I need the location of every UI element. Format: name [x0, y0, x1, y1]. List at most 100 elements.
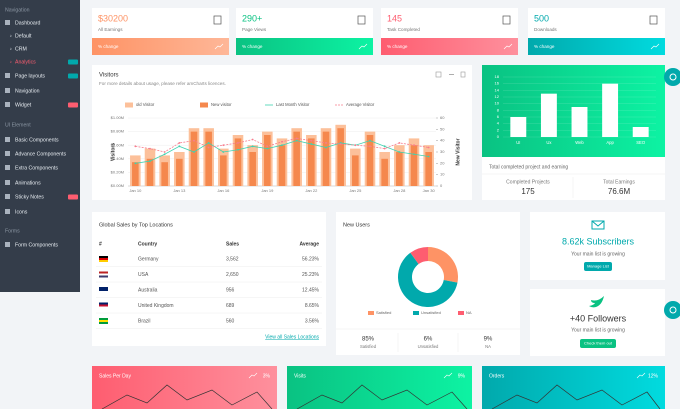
bottom-card [287, 366, 472, 409]
y-tick-label: $0.60M [111, 142, 124, 147]
stat-card-footer [92, 38, 229, 55]
icon [5, 102, 10, 107]
legend-label: old Visitor [136, 102, 155, 107]
settings-button[interactable] [664, 301, 680, 319]
stat-value: 76.6M [608, 187, 631, 196]
td: 3,562 [226, 256, 239, 262]
stat-label: Unsatisfied [418, 344, 439, 349]
line-point [325, 142, 327, 144]
bar [161, 162, 168, 186]
subscribers-text: Your main list is growing [571, 251, 625, 257]
menu-item[interactable]: Extra Components [15, 165, 58, 171]
y-tick-label: $1.00M [111, 115, 124, 120]
menu-item[interactable]: Dashboard [15, 20, 40, 26]
x-tick-label: Ux [546, 140, 552, 145]
bar [264, 135, 271, 186]
stat-label: NA [485, 344, 491, 349]
stat-value: 145 [387, 13, 402, 23]
stat-label: All Earnings [98, 27, 123, 32]
legend-label: New visitor [211, 102, 232, 107]
menu-header: UI Element [5, 122, 31, 128]
bar [322, 131, 330, 186]
bar [510, 117, 527, 137]
y2-tick-label: 30 [440, 149, 445, 154]
stat-label: Completed Projects [506, 179, 550, 185]
y2-tick-label: 40 [440, 138, 445, 143]
menu-item[interactable]: Animations [15, 180, 41, 186]
card-title: Visitors [99, 73, 119, 79]
bar [308, 138, 315, 186]
bar [381, 158, 388, 186]
icon [5, 20, 10, 25]
th: # [99, 241, 102, 247]
bar [396, 152, 403, 186]
trend-icon [248, 372, 258, 379]
badge [68, 194, 78, 200]
menu-item[interactable]: Icons [15, 209, 28, 215]
flag [99, 322, 108, 324]
x-tick-label: Jan 16 [217, 188, 230, 193]
legend-swatch [458, 311, 464, 315]
caption: Total completed project and earning [489, 164, 568, 170]
trend-icon [214, 43, 224, 50]
y-tick-label: $0.40M [111, 156, 124, 161]
icon [5, 242, 10, 247]
settings-button[interactable] [664, 68, 680, 86]
line-point [427, 146, 430, 149]
line-point [325, 146, 327, 149]
card-title: Sales Per Day [99, 373, 131, 379]
menu-item[interactable]: Navigation [15, 88, 40, 94]
settings-icon [669, 73, 677, 81]
bar [410, 145, 418, 186]
button[interactable] [580, 339, 616, 348]
x-tick-label: Jan 28 [393, 188, 406, 193]
subscribers-title: 8.62k Subscribers [562, 236, 635, 246]
td: USA [138, 272, 149, 278]
table-header: # Country Sales Average [99, 241, 319, 247]
bar [425, 152, 432, 186]
card-subtitle: For more details about usage, please ref… [99, 81, 226, 86]
menu-item-active[interactable]: › [10, 59, 12, 65]
bar [366, 135, 374, 186]
menu-item[interactable]: › [10, 46, 12, 52]
menu-item[interactable]: Form Components [15, 242, 58, 248]
line-point [222, 151, 225, 153]
menu-item[interactable]: Advance Components [15, 151, 66, 157]
menu-item[interactable]: Sticky Notes [15, 194, 44, 200]
delete-icon[interactable] [460, 71, 466, 78]
icon [5, 137, 10, 142]
menu-item[interactable]: CRM [15, 46, 27, 52]
bar [632, 127, 649, 137]
flag [99, 302, 108, 305]
line-point [369, 139, 371, 142]
stat-card-footer [236, 38, 373, 55]
menu-item[interactable]: Widget [15, 102, 32, 108]
legend-label: Last Month Visitor [276, 102, 310, 107]
bar [352, 155, 359, 186]
button-label[interactable]: Manage List [587, 264, 610, 269]
td: 8.65% [305, 303, 320, 309]
stat-label: Downloads [534, 27, 557, 32]
menu-item[interactable]: › [10, 33, 12, 39]
donut-chart: Satisfied Unsatisfied NA [368, 247, 472, 315]
menu-item[interactable]: Page layouts [15, 73, 45, 79]
menu-item[interactable]: Basic Components [15, 137, 59, 143]
link[interactable]: View all Sales Locations [265, 334, 319, 340]
sidebar [0, 0, 80, 292]
table-body: Germany 3,562 56.23% USA 2,650 25.23% Australi… [96, 256, 322, 329]
donut-segment [410, 247, 428, 265]
stat-label: Page Views [242, 27, 267, 32]
button[interactable] [584, 262, 612, 271]
menu-item-active[interactable]: Analytics [15, 59, 36, 65]
expand-icon[interactable] [435, 71, 442, 78]
button-label[interactable]: Check them out [584, 341, 613, 346]
sparkline [491, 384, 661, 409]
legend-label: Average Visitor [346, 102, 375, 107]
y2-tick-label: 10 [440, 172, 445, 177]
stat-icon [357, 15, 366, 25]
menu-item[interactable]: Default [15, 33, 32, 39]
x-tick-label: App [606, 140, 614, 145]
line-point [178, 142, 181, 144]
td: United Kingdom [138, 303, 174, 309]
